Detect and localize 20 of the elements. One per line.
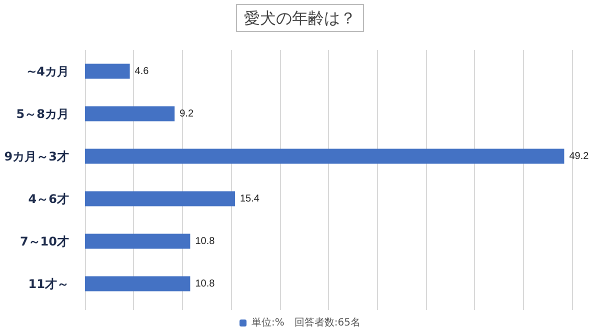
legend-label: 単位:% 回答者数:65名 — [252, 316, 360, 328]
y-tick-label: 5～8カ月 — [16, 106, 69, 121]
y-tick-label: 4～6才 — [28, 192, 69, 206]
data-label: 49.2 — [569, 150, 590, 162]
data-label: 10.8 — [195, 278, 216, 290]
y-tick-label: 11才～ — [28, 276, 69, 291]
bar — [85, 191, 235, 206]
bar — [85, 106, 175, 122]
bar — [85, 148, 564, 164]
bar — [85, 64, 130, 79]
data-label: 9.2 — [180, 108, 194, 120]
chart-title: 愛犬の年齢は？ — [244, 8, 356, 28]
data-label: 10.8 — [195, 236, 216, 247]
data-label: 15.4 — [240, 193, 260, 204]
bar — [85, 276, 190, 292]
y-tick-label: 9カ月～3才 — [4, 149, 69, 164]
y-tick-label: 7～10才 — [20, 234, 69, 248]
y-tick-label: ~4カ月 — [26, 64, 69, 78]
bar — [85, 234, 190, 249]
data-label: 4.6 — [134, 66, 150, 77]
